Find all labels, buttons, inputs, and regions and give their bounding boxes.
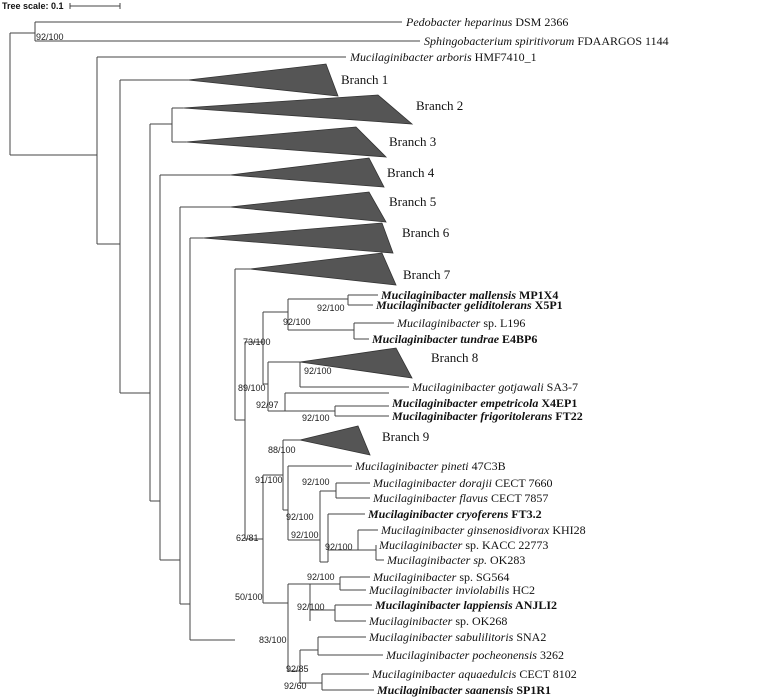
taxon-mucilaginibacter-sp-ok268: Mucilaginibacter sp. OK268 (368, 614, 507, 628)
support-value: 92/100 (304, 366, 332, 376)
taxon-mucilaginibacter-arboris: Mucilaginibacter arboris HMF7410_1 (349, 50, 537, 64)
taxon-sphingobacterium-spiritivorum: Sphingobacterium spiritivorum FDAARGOS 1… (424, 34, 669, 48)
support-value: 83/100 (259, 635, 287, 645)
taxon-mucilaginibacter-dorajii: Mucilaginibacter dorajii CECT 7660 (372, 476, 552, 490)
branch-4-triangle (229, 157, 385, 188)
support-value: 89/100 (238, 383, 266, 393)
taxon-mucilaginibacter-mallensis: Mucilaginibacter mallensis MP1X4 (380, 288, 558, 302)
taxon-mucilaginibacter-aquaedulcis: Mucilaginibacter aquaedulcis CECT 8102 (371, 667, 577, 681)
taxon-mucilaginibacter-empetricola: Mucilaginibacter empetricola X4EP1 (391, 396, 577, 410)
support-value: 92/100 (307, 572, 335, 582)
taxon-mucilaginibacter-saanensis: Mucilaginibacter saanensis SP1R1 (376, 683, 551, 697)
support-value: 88/100 (268, 445, 296, 455)
support-value: 92/85 (286, 664, 309, 674)
taxon-pedobacter-heparinus: Pedobacter heparinus DSM 2366 (405, 15, 568, 29)
support-value: 92/100 (302, 413, 330, 423)
support-value: 92/100 (36, 32, 64, 42)
branch-5-label: Branch 5 (389, 194, 436, 209)
branch-9-triangle (299, 425, 371, 456)
taxon-mucilaginibacter-lappiensis: Mucilaginibacter lappiensis ANJLI2 (374, 598, 557, 612)
taxon-mucilaginibacter-sp-l196: Mucilaginibacter sp. L196 (396, 316, 525, 330)
branch-8-triangle (299, 347, 413, 379)
support-value: 92/100 (297, 602, 325, 612)
support-value: 92/100 (286, 512, 314, 522)
support-value: 92/100 (317, 303, 345, 313)
taxon-mucilaginibacter-frigoritolerans: Mucilaginibacter frigoritolerans FT22 (391, 409, 583, 423)
support-value: 92/100 (325, 542, 353, 552)
branch-5-triangle (229, 191, 387, 223)
branch-1-triangle (187, 63, 339, 97)
support-value: 92/100 (283, 317, 311, 327)
taxon-mucilaginibacter-ginsenosidivorax: Mucilaginibacter ginsenosidivorax KHI28 (380, 523, 586, 537)
taxon-mucilaginibacter-inviolabilis: Mucilaginibacter inviolabilis HC2 (368, 583, 535, 597)
support-value: 50/100 (235, 592, 263, 602)
taxon-mucilaginibacter-sp-sg564: Mucilaginibacter sp. SG564 (372, 570, 509, 584)
tree-scale-label: Tree scale: 0.1 (2, 1, 64, 11)
support-value: 62/81 (236, 533, 259, 543)
branch-2-label: Branch 2 (416, 98, 463, 113)
taxon-mucilaginibacter-sp-kacc-22773: Mucilaginibacter sp. KACC 22773 (378, 538, 548, 552)
branch-6-label: Branch 6 (402, 225, 450, 240)
branch-3-label: Branch 3 (389, 134, 436, 149)
taxon-mucilaginibacter-flavus: Mucilaginibacter flavus CECT 7857 (372, 491, 548, 505)
taxon-mucilaginibacter-gotjawali: Mucilaginibacter gotjawali SA3-7 (411, 380, 578, 394)
tree-scale-bar (69, 3, 121, 9)
support-value: 92/60 (284, 681, 307, 691)
tree-branches (9, 21, 420, 691)
taxon-mucilaginibacter-pocheonensis: Mucilaginibacter pocheonensis 3262 (385, 648, 564, 662)
branch-2-triangle (182, 94, 414, 125)
support-value: 73/100 (243, 337, 271, 347)
taxon-mucilaginibacter-geliditolerans: Mucilaginibacter geliditolerans X5P1 (375, 298, 563, 312)
branch-4-label: Branch 4 (387, 165, 435, 180)
branch-3-triangle (185, 126, 388, 158)
taxon-mucilaginibacter-sabulilitoris: Mucilaginibacter sabulilitoris SNA2 (368, 630, 546, 644)
support-value: 91/100 (255, 475, 283, 485)
branch-6-triangle (202, 222, 394, 254)
branch-7-label: Branch 7 (403, 267, 451, 282)
branch-1-label: Branch 1 (341, 72, 388, 87)
support-value: 92/100 (291, 530, 319, 540)
taxon-mucilaginibacter-sp-ok283: Mucilaginibacter sp. OK283 (386, 553, 525, 567)
support-value: 92/100 (302, 477, 330, 487)
branch-7-triangle (249, 252, 397, 286)
taxon-mucilaginibacter-pineti: Mucilaginibacter pineti 47C3B (354, 459, 506, 473)
taxon-mucilaginibacter-tundrae: Mucilaginibacter tundrae E4BP6 (371, 332, 537, 346)
support-value: 92/97 (256, 400, 279, 410)
branch-8-label: Branch 8 (431, 350, 478, 365)
branch-9-label: Branch 9 (382, 429, 429, 444)
taxon-mucilaginibacter-cryoferens: Mucilaginibacter cryoferens FT3.2 (367, 507, 542, 521)
